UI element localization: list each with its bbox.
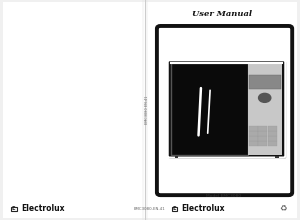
- Text: ♻: ♻: [280, 204, 287, 213]
- Bar: [258, 136, 267, 141]
- Bar: [268, 126, 277, 131]
- Text: EMC3080-EN-41: EMC3080-EN-41: [134, 207, 166, 211]
- Bar: [171, 63, 248, 155]
- Bar: [11, 207, 16, 211]
- Bar: [268, 141, 277, 146]
- Bar: [268, 136, 277, 141]
- Bar: [258, 141, 267, 146]
- Bar: [249, 136, 258, 141]
- Bar: [249, 75, 281, 89]
- Text: E: E: [12, 206, 16, 211]
- Text: User Manual: User Manual: [192, 10, 252, 18]
- Bar: [258, 126, 267, 131]
- FancyBboxPatch shape: [169, 61, 286, 159]
- Text: EMC3080 EN-41: EMC3080 EN-41: [145, 96, 149, 124]
- Text: Model EMC3080: Model EMC3080: [206, 194, 241, 198]
- Text: Electrolux: Electrolux: [182, 204, 225, 213]
- Circle shape: [259, 93, 271, 102]
- Bar: [248, 63, 282, 155]
- FancyBboxPatch shape: [157, 26, 292, 195]
- Bar: [249, 131, 258, 136]
- Bar: [275, 156, 279, 158]
- Bar: [249, 141, 258, 146]
- Bar: [258, 131, 267, 136]
- FancyBboxPatch shape: [168, 60, 285, 158]
- Bar: [249, 126, 258, 131]
- Bar: [268, 131, 277, 136]
- Bar: [172, 207, 177, 211]
- Text: E: E: [172, 206, 176, 211]
- Text: Electrolux: Electrolux: [21, 204, 64, 213]
- Bar: [175, 156, 178, 158]
